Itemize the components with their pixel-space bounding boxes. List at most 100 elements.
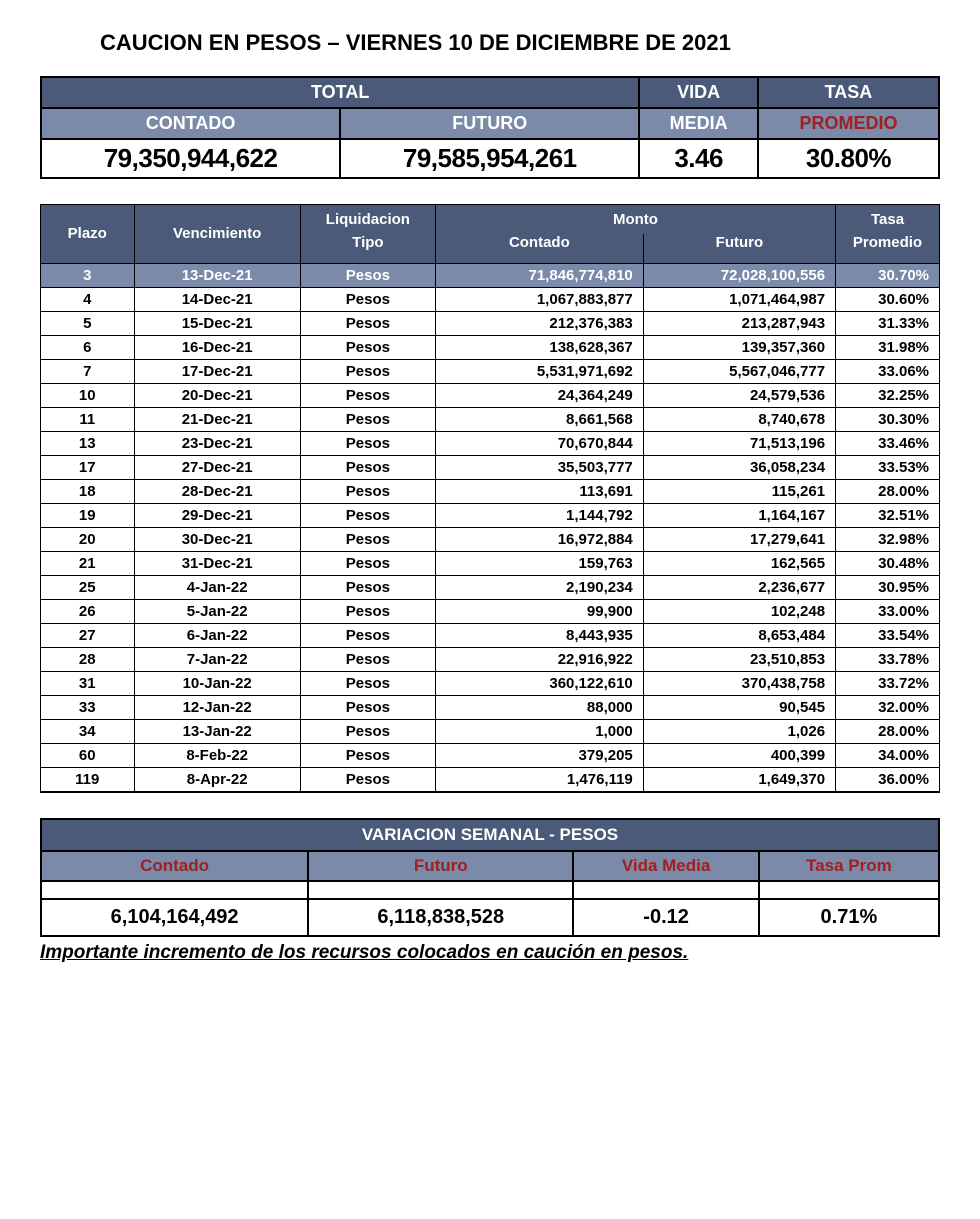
cell-contado: 70,670,844	[435, 431, 643, 455]
cell-futuro: 2,236,677	[643, 575, 835, 599]
cell-futuro: 71,513,196	[643, 431, 835, 455]
cell-tipo: Pesos	[300, 455, 435, 479]
variation-value-futuro: 6,118,838,528	[308, 899, 573, 936]
cell-contado: 5,531,971,692	[435, 359, 643, 383]
summary-header-vida: VIDA	[639, 77, 758, 108]
table-row: 3110-Jan-22Pesos360,122,610370,438,75833…	[41, 671, 940, 695]
table-row: 608-Feb-22Pesos379,205400,39934.00%	[41, 743, 940, 767]
cell-tasa: 33.72%	[836, 671, 940, 695]
cell-vencimiento: 20-Dec-21	[134, 383, 300, 407]
cell-contado: 22,916,922	[435, 647, 643, 671]
cell-plazo: 27	[41, 623, 135, 647]
cell-contado: 8,661,568	[435, 407, 643, 431]
variation-value-tasa-prom: 0.71%	[759, 899, 939, 936]
cell-tipo: Pesos	[300, 407, 435, 431]
cell-vencimiento: 13-Jan-22	[134, 719, 300, 743]
cell-tasa: 33.00%	[836, 599, 940, 623]
cell-contado: 212,376,383	[435, 311, 643, 335]
cell-futuro: 102,248	[643, 599, 835, 623]
cell-tasa: 36.00%	[836, 767, 940, 792]
cell-tipo: Pesos	[300, 599, 435, 623]
table-row: 515-Dec-21Pesos212,376,383213,287,94331.…	[41, 311, 940, 335]
variation-title: VARIACION SEMANAL - PESOS	[41, 819, 939, 851]
table-row: 265-Jan-22Pesos99,900102,24833.00%	[41, 599, 940, 623]
cell-contado: 2,190,234	[435, 575, 643, 599]
cell-contado: 159,763	[435, 551, 643, 575]
detail-header-monto: Monto	[435, 204, 835, 234]
summary-value-contado: 79,350,944,622	[41, 139, 340, 178]
variation-spacer	[573, 881, 758, 899]
cell-plazo: 6	[41, 335, 135, 359]
detail-header-liquidacion: Liquidacion	[300, 204, 435, 234]
cell-tasa: 28.00%	[836, 479, 940, 503]
cell-tipo: Pesos	[300, 647, 435, 671]
cell-futuro: 24,579,536	[643, 383, 835, 407]
cell-plazo: 25	[41, 575, 135, 599]
detail-header-plazo: Plazo	[41, 204, 135, 263]
variation-table: VARIACION SEMANAL - PESOS Contado Futuro…	[40, 818, 940, 937]
cell-plazo: 18	[41, 479, 135, 503]
cell-plazo: 19	[41, 503, 135, 527]
cell-plazo: 11	[41, 407, 135, 431]
summary-header-tasa: TASA	[758, 77, 939, 108]
cell-tipo: Pesos	[300, 335, 435, 359]
cell-contado: 35,503,777	[435, 455, 643, 479]
cell-vencimiento: 23-Dec-21	[134, 431, 300, 455]
table-row: 414-Dec-21Pesos1,067,883,8771,071,464,98…	[41, 287, 940, 311]
summary-header-total: TOTAL	[41, 77, 639, 108]
cell-contado: 1,067,883,877	[435, 287, 643, 311]
cell-tasa: 33.06%	[836, 359, 940, 383]
cell-futuro: 36,058,234	[643, 455, 835, 479]
cell-tasa: 30.48%	[836, 551, 940, 575]
cell-contado: 1,476,119	[435, 767, 643, 792]
cell-contado: 138,628,367	[435, 335, 643, 359]
cell-tipo: Pesos	[300, 719, 435, 743]
cell-contado: 71,846,774,810	[435, 263, 643, 287]
cell-tipo: Pesos	[300, 671, 435, 695]
summary-header-media: MEDIA	[639, 108, 758, 139]
cell-futuro: 8,740,678	[643, 407, 835, 431]
cell-contado: 360,122,610	[435, 671, 643, 695]
footnote: Importante incremento de los recursos co…	[40, 942, 940, 964]
cell-futuro: 162,565	[643, 551, 835, 575]
summary-header-contado: CONTADO	[41, 108, 340, 139]
table-row: 616-Dec-21Pesos138,628,367139,357,36031.…	[41, 335, 940, 359]
cell-contado: 88,000	[435, 695, 643, 719]
table-row: 2131-Dec-21Pesos159,763162,56530.48%	[41, 551, 940, 575]
cell-plazo: 20	[41, 527, 135, 551]
cell-plazo: 26	[41, 599, 135, 623]
table-row: 287-Jan-22Pesos22,916,92223,510,85333.78…	[41, 647, 940, 671]
table-row: 1020-Dec-21Pesos24,364,24924,579,53632.2…	[41, 383, 940, 407]
cell-plazo: 7	[41, 359, 135, 383]
cell-tasa: 30.60%	[836, 287, 940, 311]
cell-vencimiento: 30-Dec-21	[134, 527, 300, 551]
cell-tasa: 32.25%	[836, 383, 940, 407]
cell-vencimiento: 21-Dec-21	[134, 407, 300, 431]
table-row: 254-Jan-22Pesos2,190,2342,236,67730.95%	[41, 575, 940, 599]
table-row: 1121-Dec-21Pesos8,661,5688,740,67830.30%	[41, 407, 940, 431]
cell-vencimiento: 10-Jan-22	[134, 671, 300, 695]
cell-futuro: 1,071,464,987	[643, 287, 835, 311]
cell-plazo: 119	[41, 767, 135, 792]
cell-tasa: 33.53%	[836, 455, 940, 479]
cell-vencimiento: 29-Dec-21	[134, 503, 300, 527]
cell-futuro: 17,279,641	[643, 527, 835, 551]
cell-tipo: Pesos	[300, 551, 435, 575]
variation-spacer	[759, 881, 939, 899]
cell-tasa: 30.95%	[836, 575, 940, 599]
variation-value-contado: 6,104,164,492	[41, 899, 308, 936]
cell-plazo: 21	[41, 551, 135, 575]
cell-contado: 113,691	[435, 479, 643, 503]
detail-header-vencimiento: Vencimiento	[134, 204, 300, 263]
cell-tipo: Pesos	[300, 263, 435, 287]
detail-header-tipo: Tipo	[300, 234, 435, 264]
cell-vencimiento: 27-Dec-21	[134, 455, 300, 479]
cell-futuro: 5,567,046,777	[643, 359, 835, 383]
cell-tipo: Pesos	[300, 359, 435, 383]
variation-header-tasa-prom: Tasa Prom	[759, 851, 939, 881]
table-row: 276-Jan-22Pesos8,443,9358,653,48433.54%	[41, 623, 940, 647]
cell-vencimiento: 5-Jan-22	[134, 599, 300, 623]
cell-tipo: Pesos	[300, 287, 435, 311]
cell-plazo: 60	[41, 743, 135, 767]
cell-futuro: 72,028,100,556	[643, 263, 835, 287]
